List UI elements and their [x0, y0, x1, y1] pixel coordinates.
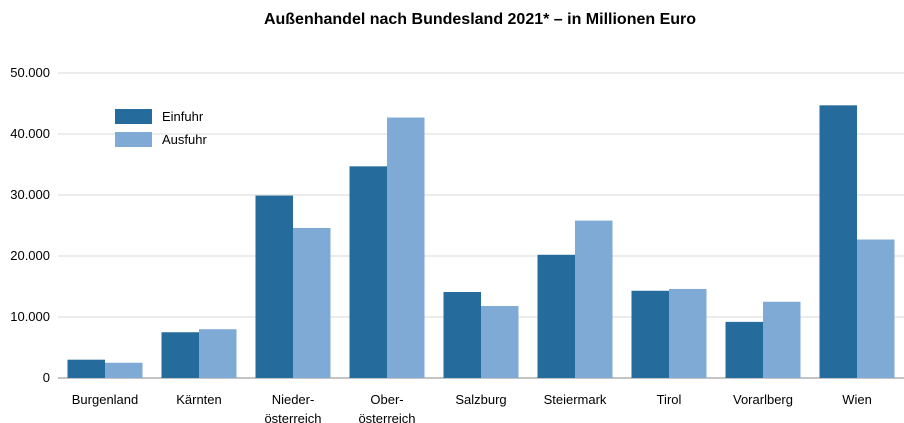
category-label: Kärnten — [176, 392, 222, 407]
y-tick-label: 50.000 — [10, 65, 50, 80]
category-label: Nieder- — [272, 392, 315, 407]
category-label: Steiermark — [544, 392, 607, 407]
bar-ausfuhr — [575, 220, 613, 378]
legend-label: Einfuhr — [162, 109, 204, 124]
category-label: Salzburg — [455, 392, 506, 407]
legend: Einfuhr Ausfuhr — [115, 109, 207, 147]
bar-einfuhr — [819, 105, 857, 378]
bar-ausfuhr — [293, 227, 331, 378]
legend-swatch — [115, 109, 152, 124]
category-label: österreich — [264, 411, 321, 423]
category-label: Wien — [842, 392, 872, 407]
y-tick-label: 0 — [43, 370, 50, 385]
y-tick-label: 10.000 — [10, 309, 50, 324]
category-label: österreich — [358, 411, 415, 423]
bars — [67, 105, 895, 378]
bar-ausfuhr — [763, 301, 801, 378]
legend-swatch — [115, 132, 152, 147]
y-tick-label: 40.000 — [10, 126, 50, 141]
bar-ausfuhr — [387, 117, 425, 378]
chart-title: Außenhandel nach Bundesland 2021* – in M… — [264, 11, 696, 28]
bar-ausfuhr — [481, 306, 519, 378]
y-tick-label: 30.000 — [10, 187, 50, 202]
bar-ausfuhr — [105, 362, 143, 378]
bar-einfuhr — [725, 321, 763, 378]
category-labels: Burgenland Kärnten Nieder-österreich Ober-ö… — [72, 392, 872, 423]
bar-einfuhr — [349, 166, 387, 378]
y-axis-ticks: 0 10.000 20.000 30.000 40.000 50.000 — [10, 65, 50, 385]
bar-ausfuhr — [669, 288, 707, 378]
bar-einfuhr — [631, 290, 669, 378]
bar-einfuhr — [67, 359, 105, 378]
category-label: Ober- — [370, 392, 403, 407]
category-label: Burgenland — [72, 392, 139, 407]
bar-einfuhr — [161, 332, 199, 378]
bar-einfuhr — [537, 254, 575, 378]
legend-label: Ausfuhr — [162, 132, 207, 147]
bar-ausfuhr — [857, 239, 895, 378]
bar-einfuhr — [443, 291, 481, 378]
category-label: Vorarlberg — [733, 392, 793, 407]
bar-einfuhr — [255, 195, 293, 378]
category-label: Tirol — [657, 392, 682, 407]
y-tick-label: 20.000 — [10, 248, 50, 263]
bar-ausfuhr — [199, 329, 237, 378]
